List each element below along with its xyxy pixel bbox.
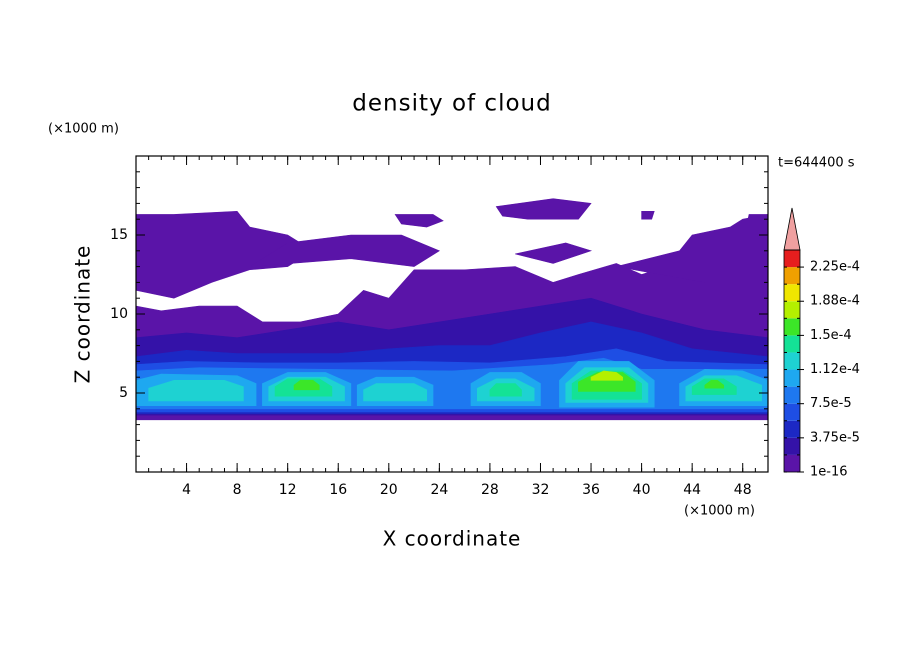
x-tick-label: 40 [633,482,651,498]
x-tick-label: 48 [734,482,752,498]
colorbar-frame [783,249,801,473]
colorbar-tick-label: 3.75e-5 [810,430,860,445]
colorbar-band [784,284,800,302]
contour-region [495,198,592,220]
colorbar-tick-label: 1.88e-4 [810,294,860,309]
x-tick-label: 20 [380,482,398,498]
x-tick-label: 24 [430,482,448,498]
x-axis-label: X coordinate [383,527,522,551]
colorbar-band [784,250,800,268]
contour-region [293,380,320,391]
contour-region [148,380,244,402]
contour-field [136,198,768,421]
colorbar-band [784,454,800,472]
y-unit: (×1000 m) [48,122,119,137]
contour-region [363,383,428,402]
contour-region [616,214,768,283]
colorbar-tick-label: 1e-16 [810,465,848,480]
colorbar-tick-label: 1.5e-4 [810,328,852,343]
x-unit: (×1000 m) [684,504,755,519]
contour-region [641,211,655,220]
x-tick-label: 16 [329,482,347,498]
y-tick-label: 10 [110,306,128,322]
colorbar-band [784,267,800,285]
y-axis-label: Z coordinate [71,245,95,384]
colorbar-band [784,386,800,404]
colorbar-band [784,437,800,455]
y-tick-label: 5 [119,385,128,401]
x-tick-label: 44 [683,482,701,498]
y-tick-label: 15 [110,227,128,243]
x-tick-label: 28 [481,482,499,498]
contour-region [590,370,623,381]
colorbar-band [784,352,800,370]
colorbar-band [784,369,800,387]
time-label: t=644400 s [778,156,855,171]
x-tick-label: 36 [582,482,600,498]
x-tick-label: 12 [279,482,297,498]
contour-region [515,242,593,264]
contour-region [394,214,444,228]
colorbar-tick-label: 2.25e-4 [810,260,860,275]
x-tick-label: 4 [182,482,191,498]
colorbar-tick-label: 7.5e-5 [810,396,852,411]
colorbar-band [784,420,800,438]
contour-region [704,380,725,389]
x-tick-label: 8 [233,482,242,498]
colorbar-tick-label: 1.12e-4 [810,362,860,377]
colorbar-band [784,301,800,319]
colorbar-band [784,335,800,353]
colorbar-band [784,318,800,336]
x-tick-label: 32 [532,482,550,498]
chart-title: density of cloud [352,91,551,117]
contour-region [249,234,441,267]
colorbar-band [784,403,800,421]
contour-region [489,383,522,397]
